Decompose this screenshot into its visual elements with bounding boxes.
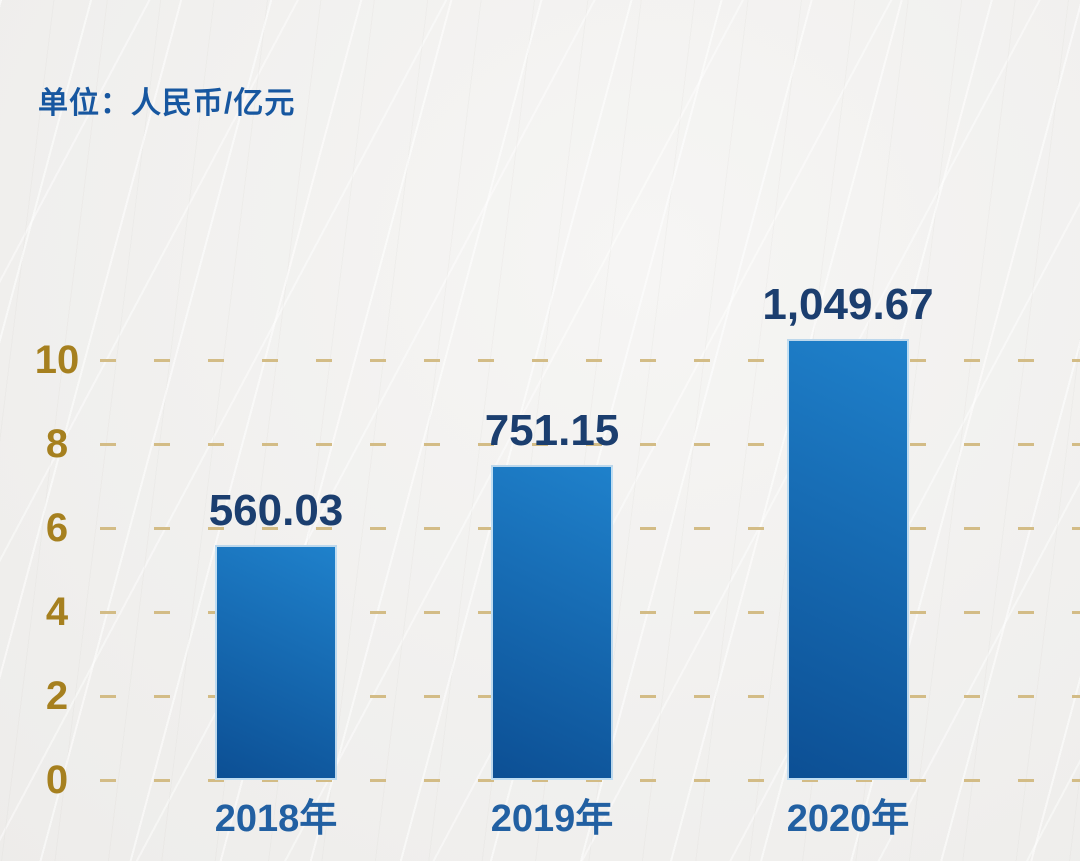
- gridline-8: [100, 443, 1080, 446]
- bar-value-label-2019年: 751.15: [484, 406, 620, 455]
- y-tick-label-2: 2: [45, 674, 69, 718]
- chart-unit-label: 单位：人民币/亿元: [38, 87, 296, 120]
- gridline-0: [100, 779, 1080, 782]
- bar-2018年: [215, 545, 337, 780]
- bar-2019年: [491, 465, 613, 780]
- y-tick-label-4: 4: [45, 590, 69, 634]
- x-axis-label-2019年: 2019年: [490, 798, 614, 840]
- bar-value-label-2018年: 560.03: [208, 486, 344, 535]
- y-tick-label-0: 0: [45, 758, 69, 802]
- y-tick-label-6: 6: [45, 506, 69, 550]
- bar-value-label-2020年: 1,049.67: [762, 280, 934, 329]
- y-tick-label-10: 10: [34, 338, 80, 382]
- bar-2020年: [787, 339, 909, 780]
- gridline-10: [100, 359, 1080, 362]
- y-tick-label-8: 8: [45, 422, 69, 466]
- x-axis-label-2018年: 2018年: [214, 798, 338, 840]
- x-axis-label-2020年: 2020年: [786, 798, 910, 840]
